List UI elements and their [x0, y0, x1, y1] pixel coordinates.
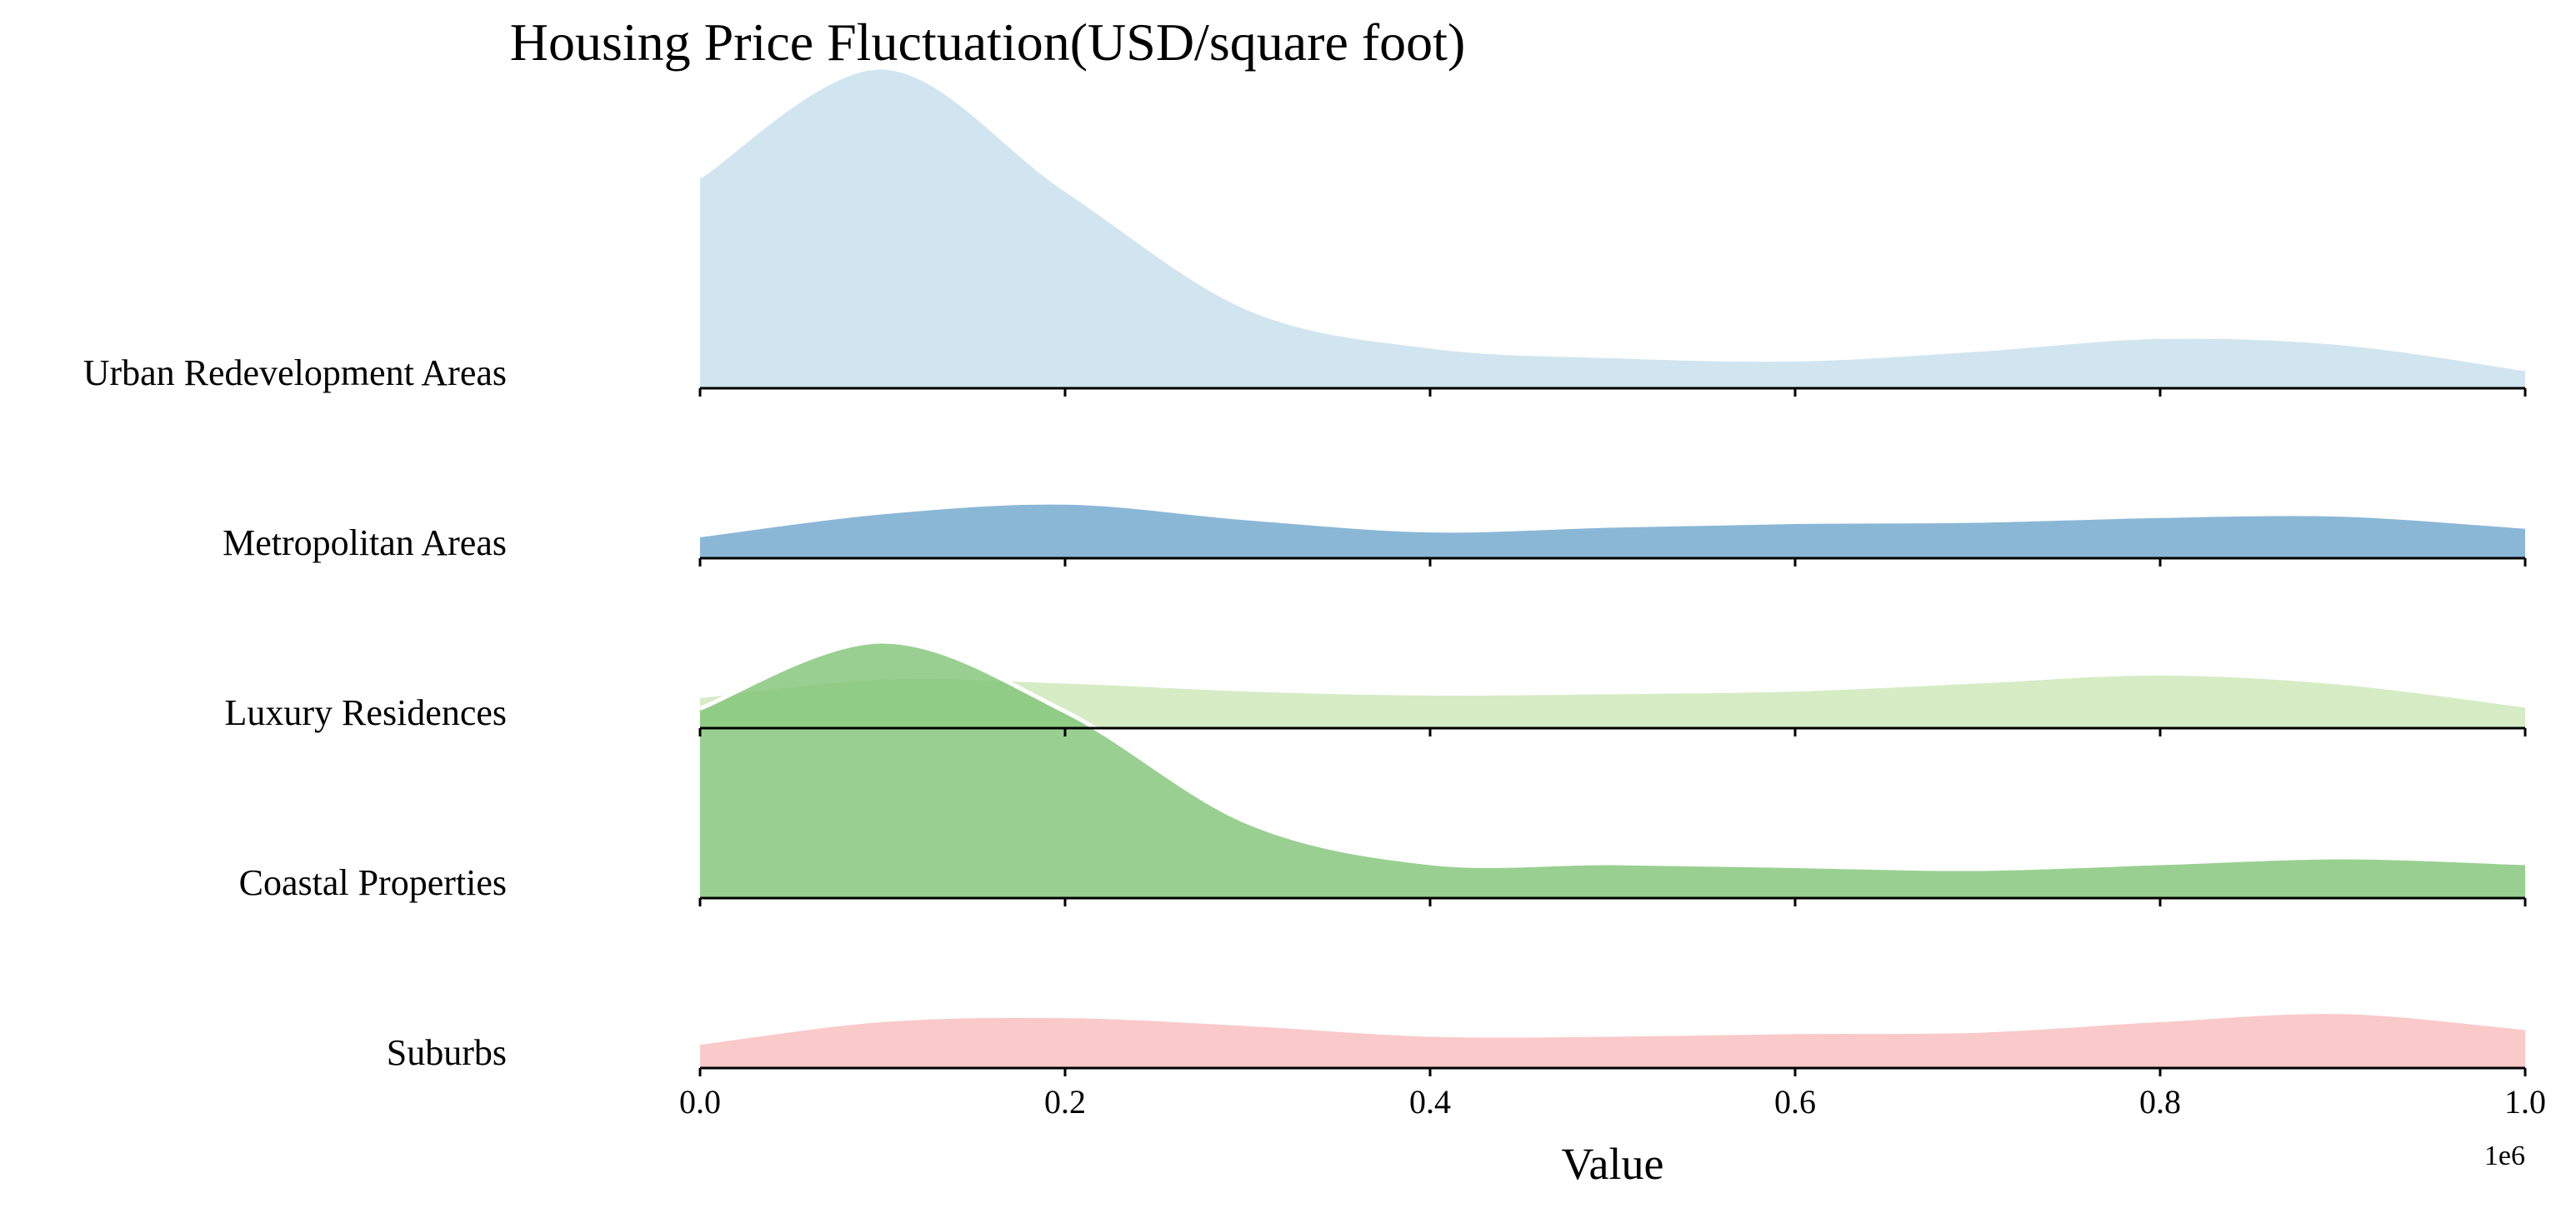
ridge-outline-luxury-residences — [699, 671, 2526, 708]
chart-title: Housing Price Fluctuation(USD/square foo… — [510, 12, 1466, 72]
series-label-coastal-properties: Coastal Properties — [239, 862, 507, 903]
axes-group: Urban Redevelopment Areas Metropolitan Ar… — [83, 352, 2546, 1121]
ridge-outline-suburbs — [699, 1010, 2526, 1046]
ridge-area-metropolitan-areas — [700, 502, 2525, 558]
ridge-area-urban-redevelopment-areas — [700, 67, 2525, 388]
x-axis-label: Value — [1562, 1139, 1664, 1189]
x-offset-label: 1e6 — [2484, 1141, 2525, 1171]
x-tick-label: 1.0 — [2504, 1083, 2546, 1121]
x-tick-label: 0.6 — [1774, 1083, 1816, 1121]
series-label-metropolitan-areas: Metropolitan Areas — [223, 522, 507, 563]
ridge-outline-metropolitan-areas — [699, 500, 2526, 537]
ridges-group — [698, 65, 2526, 1068]
series-label-urban-redevelopment-areas: Urban Redevelopment Areas — [83, 352, 507, 393]
x-tick-label: 0.4 — [1409, 1083, 1451, 1121]
x-tick-label: 0.0 — [679, 1083, 721, 1121]
ridge-area-suburbs — [700, 1011, 2525, 1068]
ridge-outline-urban-redevelopment-areas — [698, 65, 2526, 372]
x-tick-label: 0.2 — [1044, 1083, 1086, 1121]
series-label-suburbs: Suburbs — [387, 1032, 507, 1073]
x-tick-label: 0.8 — [2139, 1083, 2181, 1121]
ridge-outline-coastal-properties — [699, 639, 2526, 871]
ridge-area-coastal-properties — [700, 641, 2525, 898]
series-label-luxury-residences: Luxury Residences — [225, 692, 507, 733]
